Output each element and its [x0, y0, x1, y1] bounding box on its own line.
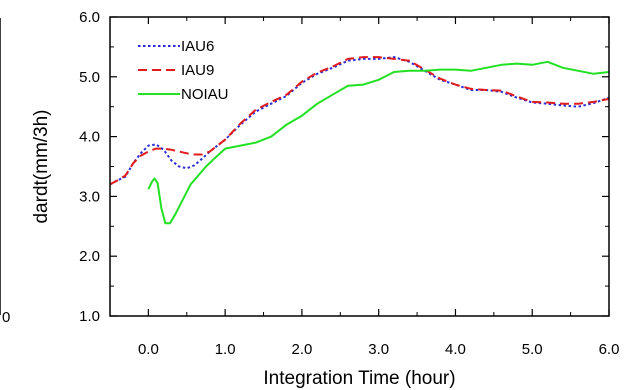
- x-tick-label: 4.0: [445, 341, 466, 358]
- y-tick-label: 2.0: [79, 248, 100, 265]
- left-fragment: 0: [0, 18, 10, 326]
- y-tick-label: 5.0: [79, 69, 100, 86]
- plot-lines: [109, 56, 610, 225]
- y-tick-label: 4.0: [79, 129, 100, 146]
- left-fragment-label: 0: [2, 309, 10, 326]
- x-tick-label: 5.0: [522, 341, 543, 358]
- y-axis-title: dardt(mm/3h): [31, 109, 52, 223]
- legend-label-iau6: IAU6: [181, 38, 214, 55]
- x-tick-label: 1.0: [215, 341, 236, 358]
- series-line-noiau: [147, 60, 610, 225]
- y-tick-label: 1.0: [79, 308, 100, 325]
- axis-ticks: [109, 16, 610, 317]
- x-tick-label: 2.0: [291, 341, 312, 358]
- y-tick-label: 6.0: [79, 9, 100, 26]
- x-tick-label: 3.0: [368, 341, 389, 358]
- x-axis-title: Integration Time (hour): [263, 368, 455, 389]
- legend-label-noiau: NOIAU: [181, 86, 229, 103]
- series-line-iau9: [109, 56, 610, 186]
- tick-labels: 0.0 1.0 2.0 3.0 4.0 5.0 6.0 1.0 2.0 3.0 4.0 5.0 6.0: [79, 9, 619, 358]
- x-tick-label: 6.0: [599, 341, 620, 358]
- legend-label-iau9: IAU9: [181, 62, 214, 79]
- legend: IAU6 IAU9 NOIAU: [138, 38, 229, 103]
- y-tick-label: 3.0: [79, 188, 100, 205]
- x-tick-label: 0.0: [138, 341, 159, 358]
